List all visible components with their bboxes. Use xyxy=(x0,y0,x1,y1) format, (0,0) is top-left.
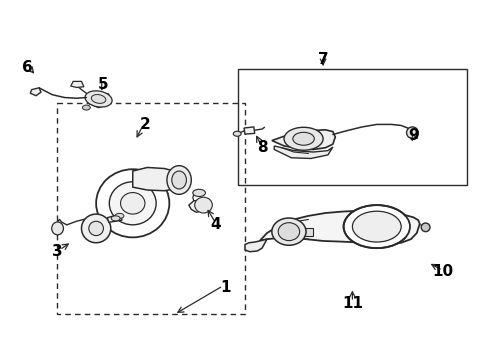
Ellipse shape xyxy=(195,197,212,213)
Text: 5: 5 xyxy=(98,77,109,93)
Ellipse shape xyxy=(343,205,410,248)
Bar xyxy=(238,69,467,185)
Text: 10: 10 xyxy=(432,264,453,279)
Text: 4: 4 xyxy=(210,217,221,232)
Ellipse shape xyxy=(167,166,191,194)
Polygon shape xyxy=(189,200,206,212)
Ellipse shape xyxy=(284,127,323,150)
Text: 9: 9 xyxy=(408,128,419,143)
Polygon shape xyxy=(244,127,255,134)
Ellipse shape xyxy=(421,223,430,231)
Ellipse shape xyxy=(85,91,112,107)
Text: 6: 6 xyxy=(23,59,33,75)
Ellipse shape xyxy=(272,218,306,245)
Text: 11: 11 xyxy=(342,296,363,311)
Text: 8: 8 xyxy=(257,140,268,155)
Polygon shape xyxy=(86,93,111,108)
Polygon shape xyxy=(107,214,122,222)
Ellipse shape xyxy=(52,222,63,235)
Text: 2: 2 xyxy=(140,117,150,132)
Polygon shape xyxy=(71,81,84,87)
Ellipse shape xyxy=(233,131,241,136)
Ellipse shape xyxy=(193,189,205,197)
Ellipse shape xyxy=(407,127,418,138)
Ellipse shape xyxy=(352,211,401,242)
Polygon shape xyxy=(30,88,41,96)
Bar xyxy=(57,103,245,315)
Text: 7: 7 xyxy=(318,52,328,67)
Ellipse shape xyxy=(89,221,103,235)
Ellipse shape xyxy=(109,182,156,225)
Ellipse shape xyxy=(81,214,111,243)
Bar xyxy=(301,228,313,236)
Ellipse shape xyxy=(96,169,170,237)
Text: 3: 3 xyxy=(52,244,62,259)
Ellipse shape xyxy=(82,105,90,110)
Ellipse shape xyxy=(91,95,106,103)
Ellipse shape xyxy=(111,216,120,221)
Polygon shape xyxy=(133,167,179,191)
Text: 1: 1 xyxy=(220,280,231,295)
Polygon shape xyxy=(272,130,335,149)
Polygon shape xyxy=(274,146,333,158)
Ellipse shape xyxy=(121,193,145,214)
Ellipse shape xyxy=(115,213,124,219)
Polygon shape xyxy=(260,211,420,244)
Ellipse shape xyxy=(293,132,314,145)
Ellipse shape xyxy=(172,171,186,189)
Ellipse shape xyxy=(278,223,300,240)
Polygon shape xyxy=(245,239,267,252)
